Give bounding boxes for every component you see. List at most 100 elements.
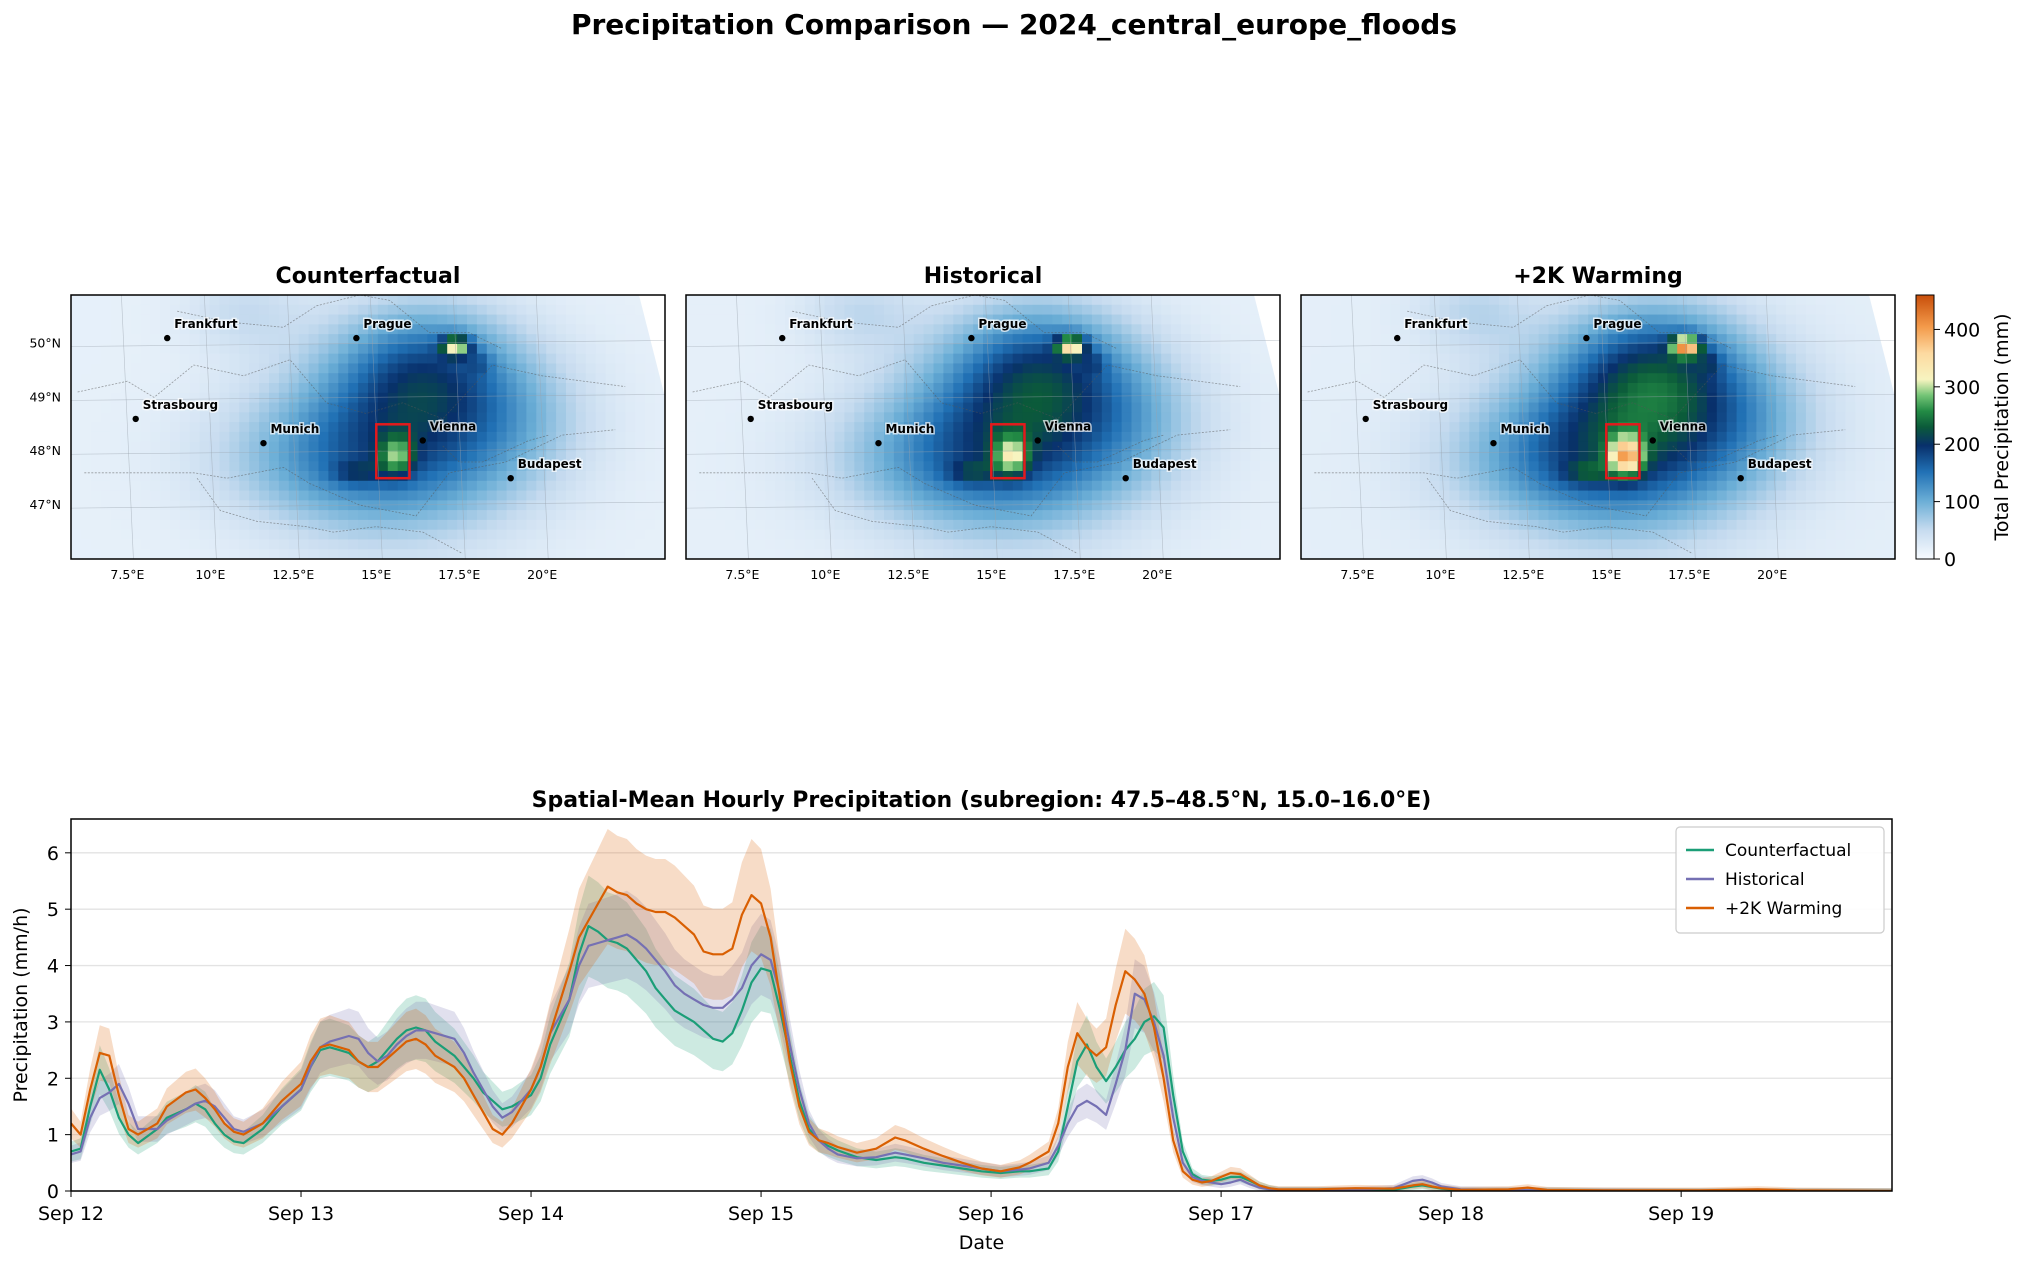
meridian: [1150, 295, 1164, 559]
parallel: [1301, 394, 1895, 401]
country-border: [692, 359, 1241, 420]
lat-tick-label: 48°N: [29, 443, 61, 458]
country-border: [811, 477, 1078, 554]
y-axis-label: Precipitation (mm/h): [10, 907, 32, 1102]
lon-tick-label: 17.5°E: [1053, 567, 1095, 582]
precip-field: [686, 295, 1280, 559]
lat-tick-label: 47°N: [29, 497, 61, 512]
parallel: [71, 501, 665, 509]
city-marker: [1394, 334, 1401, 342]
city-label: Vienna: [430, 419, 477, 433]
colorbar-tick-label: 100: [1944, 492, 1980, 514]
y-tick-label: 4: [47, 956, 59, 978]
lon-tick-label: 7.5°E: [110, 567, 144, 582]
city-marker: [1737, 474, 1744, 482]
x-tick-label: Sep 14: [498, 1203, 564, 1225]
legend-box: [1675, 826, 1885, 934]
colorbar-tick-label: 0: [1944, 549, 1956, 571]
country-border: [84, 429, 616, 517]
city-label: Frankfurt: [174, 317, 238, 331]
city-marker: [132, 415, 139, 423]
lon-tick-label: 10°E: [810, 567, 840, 582]
lon-tick-label: 10°E: [1425, 567, 1455, 582]
y-tick-label: 2: [47, 1068, 59, 1090]
country-border: [196, 477, 463, 554]
colorbar-label: Total Precipitation (mm): [1991, 313, 2013, 541]
colorbar-tick-label: 400: [1944, 319, 1980, 341]
country-border: [1672, 434, 1780, 463]
series-band: [71, 829, 1892, 1191]
y-tick-label: 5: [47, 899, 59, 921]
series-line: [71, 933, 1892, 1191]
city-label: Munich: [1500, 422, 1549, 436]
y-tick-label: 1: [47, 1125, 59, 1147]
map-panel-title: +2K Warming: [1513, 264, 1683, 289]
legend: Counterfactual Historical +2K Warming: [1675, 826, 1885, 934]
country-border: [442, 434, 550, 463]
country-border: [1426, 477, 1693, 554]
city-marker: [1362, 415, 1369, 423]
map-panel: Frankfurt Prague Strasbourg Munich Vienna Bud…: [29, 264, 666, 582]
city-marker: [968, 334, 975, 342]
lon-tick-label: 12.5°E: [1502, 567, 1544, 582]
colorbar-tick-label: 300: [1944, 377, 1980, 399]
series-line: [71, 885, 1892, 1191]
city-marker: [1649, 437, 1656, 444]
parallel: [71, 394, 665, 401]
legend-label: +2K Warming: [1725, 899, 1842, 919]
chart-title: Spatial-Mean Hourly Precipitation (subre…: [532, 788, 1432, 813]
timeseries-chart: Spatial-Mean Hourly Precipitation (subre…: [10, 788, 1893, 1254]
lon-tick-label: 7.5°E: [1340, 567, 1374, 582]
lon-tick-label: 15°E: [1591, 567, 1621, 582]
lon-tick-label: 15°E: [976, 567, 1006, 582]
lon-tick-label: 20°E: [527, 567, 557, 582]
series-band: [71, 875, 1892, 1191]
city-marker: [1583, 334, 1590, 342]
city-label: Budapest: [518, 457, 582, 471]
country-border: [1057, 434, 1165, 463]
lat-tick-label: 50°N: [29, 335, 61, 350]
city-label: Budapest: [1748, 457, 1812, 471]
parallel: [686, 394, 1280, 401]
lat-tick-label: 49°N: [29, 389, 61, 404]
parallel: [1301, 501, 1895, 509]
city-marker: [747, 415, 754, 423]
city-label: Vienna: [1660, 419, 1707, 433]
city-marker: [260, 439, 267, 447]
meridian: [1067, 295, 1081, 559]
parallel: [71, 340, 665, 347]
legend-label: Historical: [1725, 870, 1805, 890]
meridian: [204, 295, 217, 559]
colorbar-gradient: [1915, 294, 1935, 560]
parallel: [686, 501, 1280, 509]
meridian: [819, 295, 832, 559]
x-tick-label: Sep 16: [958, 1203, 1024, 1225]
x-tick-label: Sep 15: [728, 1203, 794, 1225]
meridian: [1682, 295, 1696, 559]
city-label: Strasbourg: [1373, 398, 1448, 412]
subregion-box: [1605, 423, 1641, 480]
lon-tick-label: 20°E: [1142, 567, 1172, 582]
city-marker: [875, 439, 882, 447]
x-tick-label: Sep 13: [268, 1203, 334, 1225]
x-tick-label: Sep 17: [1188, 1203, 1254, 1225]
y-tick-label: 0: [47, 1181, 59, 1203]
lon-tick-label: 20°E: [1757, 567, 1787, 582]
map-frame: [70, 294, 666, 560]
city-label: Munich: [270, 422, 319, 436]
city-label: Budapest: [1133, 457, 1197, 471]
meridian: [121, 295, 134, 559]
x-axis-label: Date: [959, 1232, 1004, 1254]
x-tick-label: Sep 18: [1418, 1203, 1484, 1225]
city-marker: [164, 334, 171, 342]
subregion-box: [990, 423, 1026, 480]
precip-field: [71, 295, 665, 559]
city-label: Frankfurt: [789, 317, 853, 331]
colorbar-tick-label: 200: [1944, 434, 1980, 456]
city-label: Vienna: [1045, 419, 1092, 433]
city-marker: [419, 437, 426, 444]
lon-tick-label: 17.5°E: [1668, 567, 1710, 582]
city-label: Prague: [1593, 317, 1641, 331]
lon-tick-label: 15°E: [361, 567, 391, 582]
plot-frame: [70, 818, 1893, 1192]
